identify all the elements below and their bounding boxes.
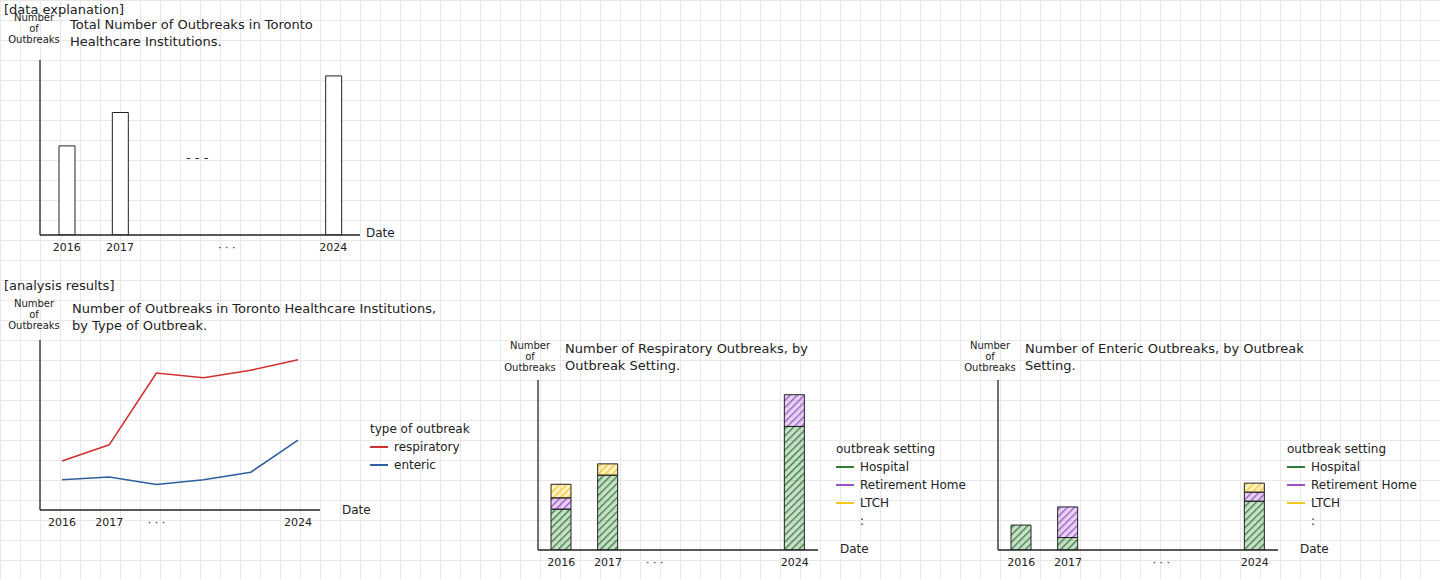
svg-text:2016: 2016: [48, 516, 76, 529]
svg-text:2024: 2024: [284, 516, 312, 529]
html-text:of: of: [29, 23, 39, 34]
html-text:of: of: [525, 351, 535, 362]
html-text:Outbreaks: Outbreaks: [8, 320, 60, 331]
html-text:Hospital: Hospital: [1311, 460, 1360, 474]
html-text:Outbreaks: Outbreaks: [964, 362, 1016, 373]
svg-text:2024: 2024: [1241, 556, 1269, 569]
svg-text:2017: 2017: [95, 516, 123, 529]
html-text:Total Number of Outbreaks in T: Total Number of Outbreaks in Toronto Hea…: [70, 17, 313, 49]
html-text:of: of: [985, 351, 995, 362]
html-text:type of outbreak: type of outbreak: [370, 422, 470, 436]
html-text:outbreak setting: outbreak setting: [836, 442, 935, 456]
html-text:Number: Number: [13, 12, 55, 23]
svg-text:· · ·: · · ·: [646, 556, 663, 569]
html-text:respiratory: respiratory: [394, 440, 460, 454]
html-text:Outbreaks: Outbreaks: [8, 34, 60, 45]
html-text:[analysis results]: [analysis results]: [4, 278, 115, 293]
html-text:Hospital: Hospital: [860, 460, 909, 474]
svg-text:2016: 2016: [1007, 556, 1035, 569]
html-text:Retirement Home: Retirement Home: [1311, 478, 1417, 492]
html-text:Outbreaks: Outbreaks: [504, 362, 556, 373]
svg-text:2017: 2017: [106, 241, 134, 254]
html-text:Number: Number: [13, 298, 55, 309]
html-text:Date: Date: [342, 503, 371, 517]
html-text:Date: Date: [840, 542, 869, 556]
svg-text:· · ·: · · ·: [218, 241, 235, 254]
svg-text:2017: 2017: [1054, 556, 1082, 569]
html-text:Number: Number: [509, 340, 551, 351]
html-text:[data explanation]: [data explanation]: [4, 2, 124, 17]
svg-text:2024: 2024: [319, 241, 347, 254]
html-text:enteric: enteric: [394, 458, 436, 472]
html-text:LTCH: LTCH: [1311, 496, 1341, 510]
html-text:Number of Enteric Outbreaks, b: Number of Enteric Outbreaks, by Outbreak…: [1025, 341, 1304, 373]
html-text:Retirement Home: Retirement Home: [860, 478, 966, 492]
html-text:Date: Date: [366, 226, 395, 240]
svg-text:2024: 2024: [781, 556, 809, 569]
svg-text:2016: 2016: [547, 556, 575, 569]
html-text:Number: Number: [969, 340, 1011, 351]
svg-text:· · ·: · · ·: [148, 516, 165, 529]
html-text:of: of: [29, 309, 39, 320]
svg-text:2016: 2016: [53, 241, 81, 254]
html-text:LTCH: LTCH: [860, 496, 890, 510]
html-text:Number of Respiratory Outbreak: Number of Respiratory Outbreaks, by Outb…: [565, 341, 808, 373]
html-text:Number of Outbreaks in Toronto: Number of Outbreaks in Toronto Healthcar…: [72, 301, 437, 333]
svg-text:· · ·: · · ·: [1153, 556, 1170, 569]
html-text:outbreak setting: outbreak setting: [1287, 442, 1386, 456]
html-text:Date: Date: [1300, 542, 1329, 556]
svg-text:2017: 2017: [594, 556, 622, 569]
